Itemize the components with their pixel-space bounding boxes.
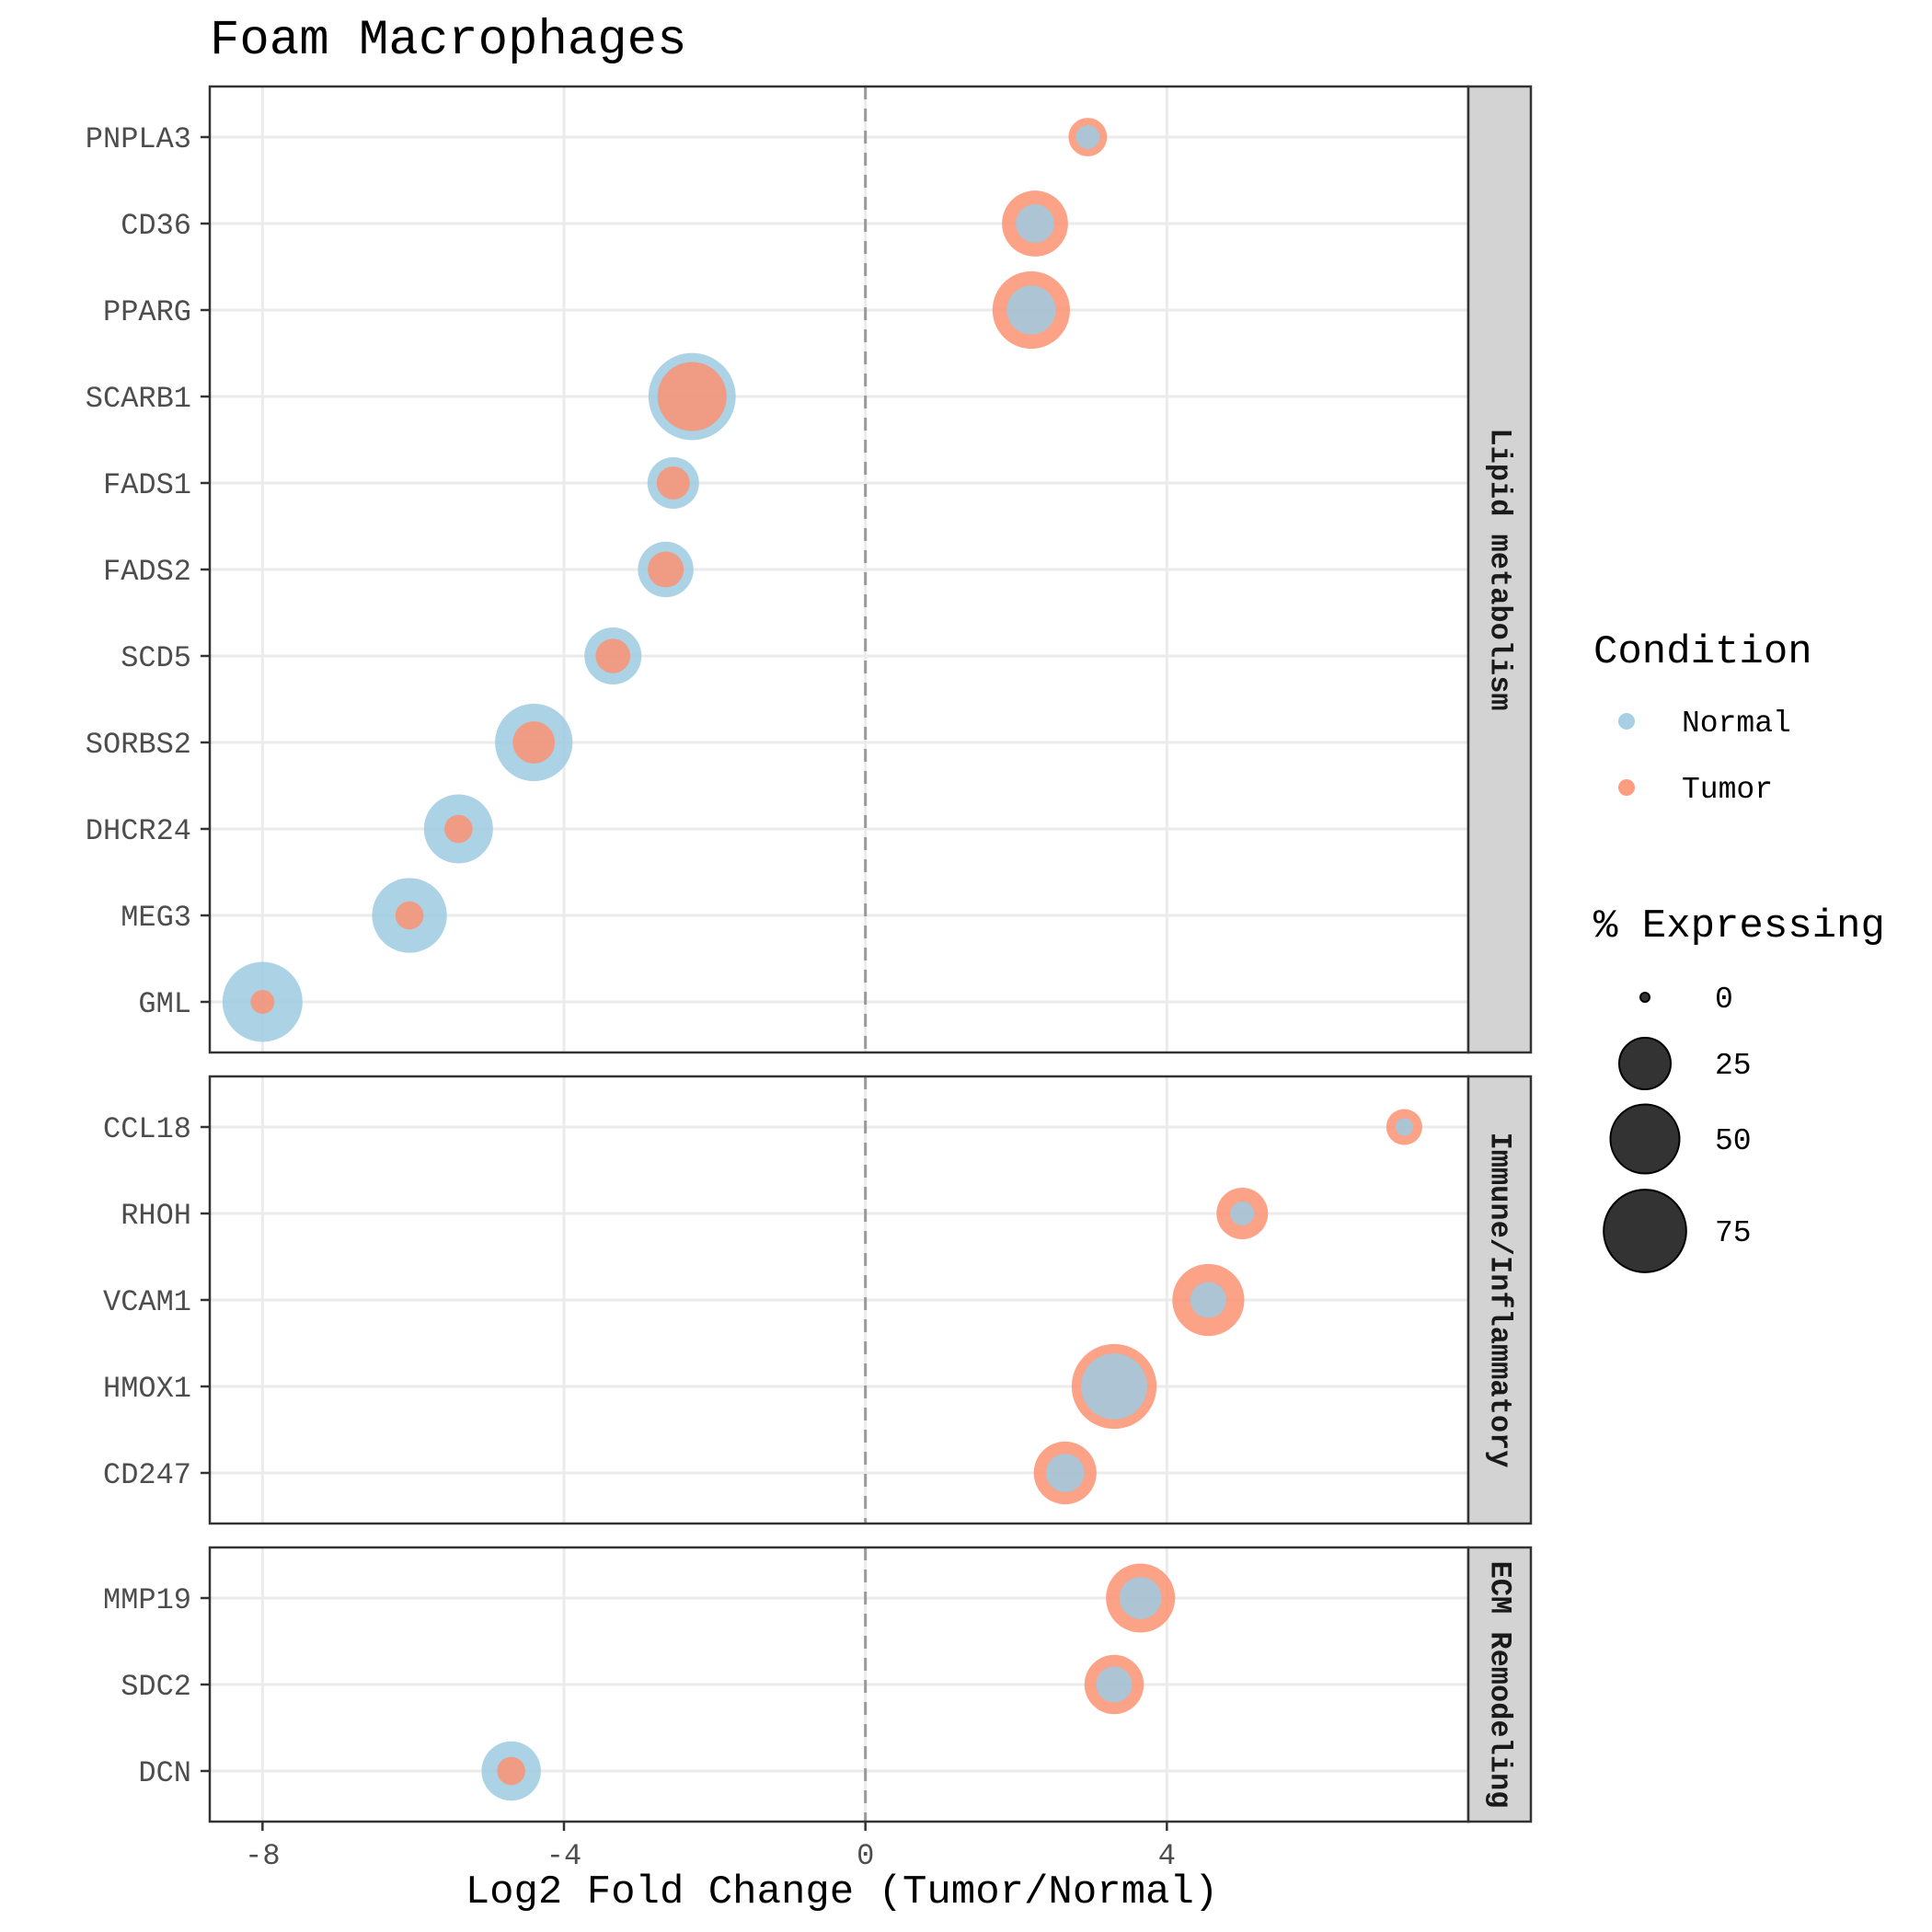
facet-strip [1466,1075,1533,1525]
chart-title: Foam Macrophages [210,13,686,69]
y-tick-label-mmp19: MMP19 [103,1583,191,1617]
point-sdc2-normal [1096,1666,1133,1703]
y-tick-label-fads2: FADS2 [103,555,191,589]
point-sorbs2-tumor [512,721,556,764]
point-cd36-normal [1016,204,1054,243]
point-scd5-tumor [595,638,631,673]
y-tick-label-hmox1: HMOX1 [103,1372,191,1406]
point-meg3-tumor [395,901,424,930]
x-axis: -8 -4 0 4 [245,1822,1176,1873]
facet-panels: PNPLA3 CD36 PPARG SCARB1 FADS1 FADS2 SCD5 SORBS… [86,85,1533,1823]
y-tick-label-cd36: CD36 [121,209,191,243]
legend-size-label: 25 [1715,1049,1752,1083]
point-fads1-tumor [656,466,690,500]
point-scarb1-tumor [657,362,727,431]
y-tick-label-ccl18: CCL18 [103,1112,191,1146]
legend-size-key-0 [1639,992,1650,1003]
facet-strip-label: Immune/Inflammatory [1483,1133,1517,1468]
y-tick-label-vcam1: VCAM1 [103,1285,191,1319]
legend-label-tumor: Tumor [1682,773,1773,807]
y-tick-label-scarb1: SCARB1 [86,382,191,416]
x-tick-label: 0 [857,1839,874,1873]
legend-size-key-75 [1603,1189,1687,1273]
y-tick-label-pnpla3: PNPLA3 [86,122,191,156]
point-rhoh-normal [1230,1202,1255,1225]
y-tick-label-gml: GML [138,987,191,1021]
legend-size-key-25 [1618,1037,1672,1090]
facet-strip [1466,85,1533,1054]
legend-size-label: 75 [1715,1216,1752,1250]
legend-label-normal: Normal [1682,707,1791,741]
y-tick-label-fads1: FADS1 [103,468,191,502]
point-dhcr24-tumor [444,814,473,844]
x-tick-label: -4 [546,1839,581,1873]
legend-key-tumor [1618,779,1635,796]
point-ccl18-normal [1395,1118,1413,1136]
point-cd247-normal [1045,1454,1085,1492]
legend-size-key-50 [1609,1103,1681,1175]
legend: Condition Normal Tumor % Expressing 0 25 50 75 [1593,629,1885,1273]
point-pnpla3-normal [1075,125,1100,149]
legend-title-size: % Expressing [1593,903,1885,949]
y-tick-label-sdc2: SDC2 [121,1670,191,1704]
y-tick-label-dhcr24: DHCR24 [86,814,191,848]
facet-immune-inflammatory: CCL18 RHOH VCAM1 HMOX1 CD247 Immune/Inflammat… [103,1075,1533,1525]
facet-strip-label: Lipid metabolism [1483,428,1517,710]
x-axis-title: Log2 Fold Change (Tumor/Normal) [466,1869,1219,1915]
legend-size-label: 0 [1715,983,1733,1017]
facet-ecm-remodeling: MMP19 SDC2 DCN ECM Remodeling [103,1546,1533,1823]
legend-key-normal [1618,713,1635,730]
point-fads2-tumor [648,551,684,588]
y-tick-label-meg3: MEG3 [121,901,191,935]
y-tick-label-rhoh: RHOH [121,1199,191,1233]
y-tick-label-dcn: DCN [138,1756,191,1790]
y-tick-label-scd5: SCD5 [121,641,191,675]
facet-strip [1466,1546,1533,1823]
y-tick-label-pparg: PPARG [103,295,191,329]
x-tick-label: -8 [245,1839,280,1873]
point-pparg-normal [1006,285,1056,335]
point-vcam1-normal [1190,1282,1226,1318]
legend-size-label: 50 [1715,1124,1752,1158]
y-tick-label-sorbs2: SORBS2 [86,728,191,762]
x-tick-label: 4 [1158,1839,1176,1873]
point-gml-tumor [250,990,275,1014]
facet-strip-label: ECM Remodeling [1483,1561,1517,1809]
point-hmox1-normal [1081,1353,1147,1420]
facet-lipid-metabolism: PNPLA3 CD36 PPARG SCARB1 FADS1 FADS2 SCD5 SORBS… [86,85,1533,1054]
y-tick-label-cd247: CD247 [103,1458,191,1492]
legend-title-condition: Condition [1593,629,1812,675]
point-dcn-tumor [497,1756,525,1786]
point-mmp19-normal [1119,1577,1162,1619]
